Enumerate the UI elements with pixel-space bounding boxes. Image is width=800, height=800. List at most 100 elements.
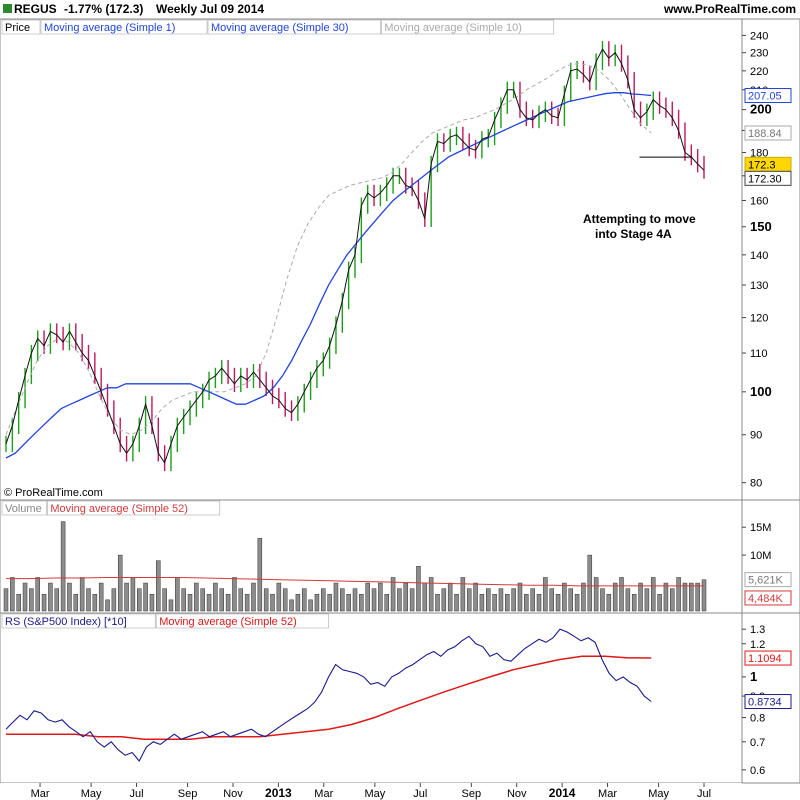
x-tick-label: Nov — [223, 788, 243, 800]
volume-bar — [428, 577, 434, 612]
volume-bar — [650, 577, 656, 612]
y-tick-label: 90 — [750, 430, 762, 442]
y-tick-label: 160 — [750, 195, 768, 207]
volume-bar — [371, 588, 377, 612]
volume-bar — [289, 599, 294, 612]
volume-bar — [232, 577, 237, 612]
volume-bar — [682, 582, 688, 612]
x-tick-label: Jul — [413, 788, 427, 800]
volume-bar — [314, 593, 320, 612]
x-tick-label: 2013 — [265, 786, 292, 800]
volume-bar — [225, 593, 231, 612]
legend-box — [381, 19, 555, 35]
x-tick-label: Mar — [31, 788, 50, 800]
volume-value-badge: 5,621K — [748, 575, 784, 587]
volume-bar — [473, 582, 478, 612]
volume-bar — [638, 582, 643, 612]
volume-bar — [73, 593, 79, 612]
volume-bar — [390, 577, 396, 612]
volume-bar — [41, 593, 47, 612]
volume-bar — [447, 582, 453, 612]
volume-bar — [98, 582, 104, 612]
volume-bar — [219, 588, 224, 612]
volume-bar — [54, 588, 60, 612]
volume-bar — [327, 593, 332, 612]
ma30-line — [5, 92, 652, 459]
x-tick-label: Jul — [697, 788, 711, 800]
volume-bar — [67, 582, 72, 612]
rs-ma-line — [6, 655, 652, 740]
volume-bar — [600, 588, 605, 612]
x-tick-label: Nov — [507, 788, 527, 800]
change-label: -1.77% (172.3) — [64, 2, 143, 16]
y-tick-label: 1 — [750, 669, 757, 684]
price-value-badges: 207.05 188.84 172.3 172.30 — [744, 88, 792, 186]
volume-bar — [200, 588, 205, 612]
volume-bar — [695, 582, 700, 612]
instrument-icon — [3, 4, 12, 13]
volume-bar — [35, 577, 40, 612]
legend-label: RS (S&P500 Index) [*10] — [5, 616, 127, 628]
rs-line — [5, 628, 652, 762]
volume-bar — [137, 588, 142, 612]
volume-bar — [670, 588, 675, 612]
annotation-line-1: Attempting to move — [583, 212, 696, 226]
volume-bar — [460, 577, 466, 612]
rs-value-badge: 0.8734 — [748, 697, 782, 709]
close-line — [5, 48, 705, 464]
price-value-badge: 172.3 — [748, 159, 776, 171]
volume-bar — [466, 588, 472, 612]
volume-bar — [517, 582, 523, 612]
legend-label: Moving average (Simple 30) — [211, 22, 349, 34]
volume-bar — [117, 554, 123, 612]
volume-ma-value-badge-box — [744, 590, 792, 606]
y-tick-label: 130 — [750, 280, 768, 292]
volume-bar — [105, 599, 110, 612]
volume-bar — [524, 593, 529, 612]
volume-bar — [295, 593, 301, 612]
volume-bar — [416, 566, 421, 612]
legend-label: Volume — [5, 503, 42, 515]
volume-bar — [111, 588, 117, 612]
volume-bar — [162, 588, 167, 612]
volume-bar — [631, 593, 637, 612]
y-tick-label: 200 — [750, 102, 772, 117]
volume-bar — [441, 588, 447, 612]
y-tick-label: 140 — [750, 250, 768, 262]
legend-box — [155, 613, 329, 629]
rs-value-badges: 1.1094 0.8734 — [744, 650, 792, 710]
legend-label: Price — [5, 22, 30, 34]
rs-y-axis: 1.31.210.90.80.70.6 — [742, 624, 765, 777]
volume-bar — [92, 593, 98, 612]
close-value-badge-box — [744, 170, 792, 186]
annotation-line-2: into Stage 4A — [595, 227, 672, 241]
volume-lines — [6, 577, 704, 587]
x-tick-label: Mar — [314, 788, 333, 800]
volume-bar — [397, 588, 402, 612]
ma30-value-badge-box — [744, 88, 792, 104]
volume-bar — [555, 593, 561, 612]
legend-box — [40, 19, 208, 35]
volume-bar — [435, 593, 440, 612]
volume-bar — [149, 593, 155, 612]
volume-bar — [10, 577, 15, 612]
close-value-badge: 172.30 — [748, 173, 782, 185]
rs-panel: RS (S&P500 Index) [*10] Moving average (S… — [0, 612, 800, 784]
volume-bar — [511, 588, 516, 612]
y-tick-label: 0.8 — [750, 713, 765, 725]
volume-bar — [333, 582, 339, 612]
symbol-label: REGUS — [14, 2, 57, 16]
x-tick-label: Sep — [178, 788, 198, 800]
volume-bar — [340, 588, 345, 612]
volume-bar — [403, 582, 409, 612]
legend-label: Moving average (Simple 52) — [159, 616, 297, 628]
volume-bar — [270, 593, 275, 612]
price-legend: Price Moving average (Simple 1) Moving ave… — [1, 19, 555, 35]
rs-lines — [5, 628, 652, 762]
volume-panel: Volume Moving average (Simple 52) 15M10M … — [0, 499, 800, 614]
volume-bar — [3, 588, 9, 612]
volume-bar — [251, 582, 256, 612]
volume-bar — [263, 588, 269, 612]
volume-ma-line — [6, 577, 704, 587]
y-tick-label: 10M — [750, 550, 771, 562]
